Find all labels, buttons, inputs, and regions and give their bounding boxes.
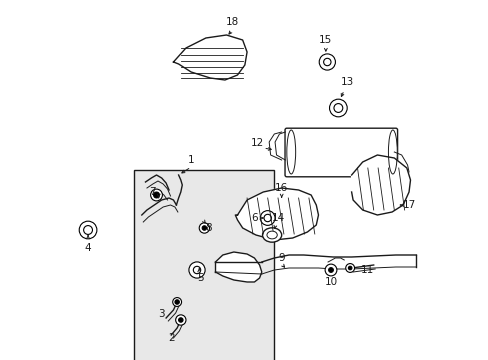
Text: 8: 8 xyxy=(205,223,212,233)
Text: 2: 2 xyxy=(167,333,174,343)
Text: 3: 3 xyxy=(158,309,164,319)
Ellipse shape xyxy=(260,211,274,225)
Text: 1: 1 xyxy=(187,155,194,165)
Text: 14: 14 xyxy=(271,213,284,223)
Ellipse shape xyxy=(262,228,281,242)
Ellipse shape xyxy=(347,266,351,270)
Text: 13: 13 xyxy=(341,77,354,87)
Ellipse shape xyxy=(319,54,335,70)
Ellipse shape xyxy=(193,266,200,274)
Ellipse shape xyxy=(323,58,330,66)
Text: 6: 6 xyxy=(251,213,257,223)
Ellipse shape xyxy=(178,318,183,322)
Text: 17: 17 xyxy=(402,200,415,210)
Ellipse shape xyxy=(264,214,271,222)
Bar xyxy=(134,170,274,360)
Polygon shape xyxy=(215,252,261,282)
FancyBboxPatch shape xyxy=(285,128,397,177)
Text: 12: 12 xyxy=(250,138,264,148)
Text: 10: 10 xyxy=(325,277,338,287)
Ellipse shape xyxy=(325,264,336,276)
Ellipse shape xyxy=(188,262,204,278)
Ellipse shape xyxy=(266,231,277,239)
Ellipse shape xyxy=(172,298,181,306)
Ellipse shape xyxy=(202,226,206,230)
Ellipse shape xyxy=(329,99,346,117)
Ellipse shape xyxy=(153,192,159,198)
Text: 15: 15 xyxy=(319,35,332,45)
Ellipse shape xyxy=(387,130,396,174)
Polygon shape xyxy=(235,188,318,240)
Ellipse shape xyxy=(333,104,342,112)
Ellipse shape xyxy=(199,223,209,233)
Polygon shape xyxy=(351,155,409,215)
Text: 5: 5 xyxy=(197,273,203,283)
Ellipse shape xyxy=(175,315,185,325)
Polygon shape xyxy=(173,35,246,80)
Ellipse shape xyxy=(345,264,354,273)
Ellipse shape xyxy=(175,300,179,304)
Text: 11: 11 xyxy=(361,265,374,275)
Text: 7: 7 xyxy=(149,187,156,197)
Ellipse shape xyxy=(328,267,333,273)
Ellipse shape xyxy=(79,221,97,239)
Ellipse shape xyxy=(150,189,162,201)
Ellipse shape xyxy=(286,130,295,174)
Text: 9: 9 xyxy=(278,253,285,263)
Text: 18: 18 xyxy=(225,17,239,27)
Text: 16: 16 xyxy=(274,183,288,193)
Ellipse shape xyxy=(83,226,92,234)
Text: 4: 4 xyxy=(84,243,91,253)
